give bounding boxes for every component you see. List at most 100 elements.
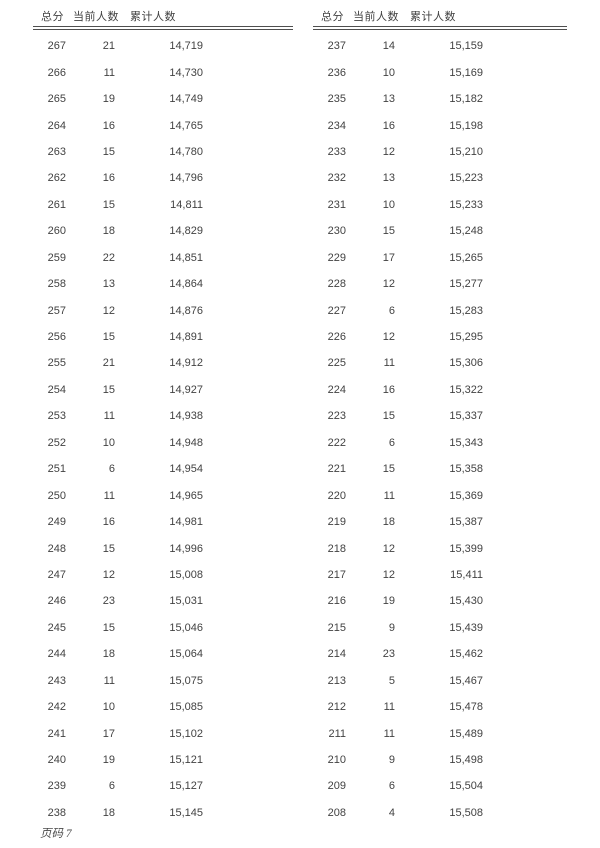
total-score-cell: 250 <box>47 489 66 502</box>
total-score-cell: 240 <box>47 754 66 767</box>
current-count-cell: 16 <box>382 383 395 396</box>
total-score-cell: 261 <box>47 198 66 211</box>
cumulative-count-cell: 14,996 <box>169 542 203 555</box>
cumulative-count-cell: 15,159 <box>449 40 483 53</box>
column-header-cumulative-count: 累计人数 <box>410 11 456 23</box>
total-score-cell: 263 <box>47 145 66 158</box>
table-row: 248 15 14,996 <box>33 535 293 561</box>
cumulative-count-cell: 15,467 <box>449 674 483 687</box>
current-count-cell: 12 <box>382 145 395 158</box>
total-score-cell: 221 <box>327 463 346 476</box>
current-count-cell: 18 <box>102 648 115 661</box>
current-count-cell: 10 <box>102 436 115 449</box>
cumulative-count-cell: 14,965 <box>169 489 203 502</box>
total-score-cell: 267 <box>47 40 66 53</box>
cumulative-count-cell: 14,927 <box>169 383 203 396</box>
total-score-cell: 243 <box>47 674 66 687</box>
table-row: 220 11 15,369 <box>313 482 567 508</box>
current-count-cell: 21 <box>102 357 115 370</box>
cumulative-count-cell: 15,462 <box>449 648 483 661</box>
table-row: 210 9 15,498 <box>313 747 567 773</box>
table-row: 213 5 15,467 <box>313 668 567 694</box>
column-header-cumulative-count: 累计人数 <box>130 11 176 23</box>
table-row: 227 6 15,283 <box>313 297 567 323</box>
current-count-cell: 15 <box>102 621 115 634</box>
current-count-cell: 6 <box>388 436 395 449</box>
cumulative-count-cell: 15,248 <box>449 225 483 238</box>
total-score-cell: 252 <box>47 436 66 449</box>
table-row: 228 12 15,277 <box>313 271 567 297</box>
column-header-current-count: 当前人数 <box>73 11 119 23</box>
total-score-cell: 239 <box>47 780 66 793</box>
cumulative-count-cell: 15,075 <box>169 674 203 687</box>
total-score-cell: 208 <box>327 806 346 819</box>
table-row: 252 10 14,948 <box>33 430 293 456</box>
current-count-cell: 5 <box>388 674 395 687</box>
cumulative-count-cell: 15,387 <box>449 516 483 529</box>
total-score-cell: 232 <box>327 172 346 185</box>
total-score-cell: 234 <box>327 119 346 132</box>
table-row: 247 12 15,008 <box>33 562 293 588</box>
current-count-cell: 15 <box>382 463 395 476</box>
cumulative-count-cell: 15,121 <box>169 754 203 767</box>
cumulative-count-cell: 15,085 <box>169 701 203 714</box>
current-count-cell: 10 <box>382 198 395 211</box>
table-row: 246 23 15,031 <box>33 588 293 614</box>
total-score-cell: 220 <box>327 489 346 502</box>
current-count-cell: 11 <box>103 66 115 79</box>
cumulative-count-cell: 15,198 <box>449 119 483 132</box>
cumulative-count-cell: 15,169 <box>449 66 483 79</box>
total-score-cell: 246 <box>47 595 66 608</box>
table-row: 239 6 15,127 <box>33 773 293 799</box>
total-score-cell: 217 <box>327 568 346 581</box>
cumulative-count-cell: 14,780 <box>169 145 203 158</box>
table-row: 233 12 15,210 <box>313 139 567 165</box>
current-count-cell: 12 <box>382 278 395 291</box>
cumulative-count-cell: 14,730 <box>169 66 203 79</box>
total-score-cell: 210 <box>327 754 346 767</box>
total-score-cell: 254 <box>47 383 66 396</box>
cumulative-count-cell: 15,322 <box>449 383 483 396</box>
current-count-cell: 18 <box>102 806 115 819</box>
cumulative-count-cell: 14,981 <box>169 516 203 529</box>
cumulative-count-cell: 15,504 <box>449 780 483 793</box>
total-score-cell: 244 <box>47 648 66 661</box>
table-row: 226 12 15,295 <box>313 324 567 350</box>
table-row: 237 14 15,159 <box>313 33 567 59</box>
total-score-cell: 225 <box>327 357 346 370</box>
current-count-cell: 16 <box>382 119 395 132</box>
table-row: 232 13 15,223 <box>313 165 567 191</box>
cumulative-count-cell: 14,938 <box>169 410 203 423</box>
table-row: 258 13 14,864 <box>33 271 293 297</box>
total-score-cell: 248 <box>47 542 66 555</box>
current-count-cell: 4 <box>388 806 395 819</box>
table-row: 223 15 15,337 <box>313 403 567 429</box>
current-count-cell: 11 <box>103 489 115 502</box>
current-count-cell: 15 <box>102 145 115 158</box>
current-count-cell: 13 <box>382 93 395 106</box>
total-score-cell: 241 <box>47 727 66 740</box>
table-row: 222 6 15,343 <box>313 430 567 456</box>
total-score-cell: 247 <box>47 568 66 581</box>
cumulative-count-cell: 14,891 <box>169 331 203 344</box>
cumulative-count-cell: 15,439 <box>449 621 483 634</box>
total-score-cell: 259 <box>47 251 66 264</box>
table-row: 254 15 14,927 <box>33 377 293 403</box>
current-count-cell: 15 <box>102 542 115 555</box>
cumulative-count-cell: 15,145 <box>169 806 203 819</box>
total-score-cell: 231 <box>327 198 346 211</box>
current-count-cell: 15 <box>102 331 115 344</box>
total-score-cell: 235 <box>327 93 346 106</box>
cumulative-count-cell: 15,306 <box>449 357 483 370</box>
current-count-cell: 17 <box>382 251 395 264</box>
cumulative-count-cell: 15,430 <box>449 595 483 608</box>
cumulative-count-cell: 15,508 <box>449 806 483 819</box>
total-score-cell: 251 <box>47 463 66 476</box>
table-row: 230 15 15,248 <box>313 218 567 244</box>
current-count-cell: 21 <box>102 40 115 53</box>
current-count-cell: 11 <box>383 701 395 714</box>
cumulative-count-cell: 14,851 <box>169 251 203 264</box>
total-score-cell: 249 <box>47 516 66 529</box>
table-row: 209 6 15,504 <box>313 773 567 799</box>
